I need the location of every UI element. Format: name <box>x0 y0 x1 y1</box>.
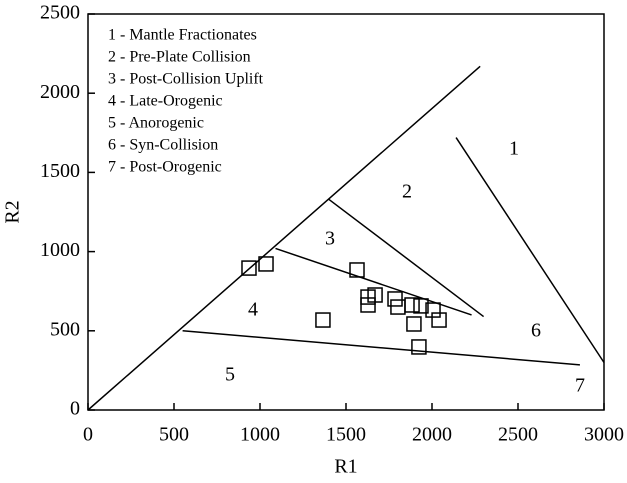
point <box>387 291 403 307</box>
legend-item: 1 - Mantle Fractionates <box>108 27 257 44</box>
region-label: 4 <box>248 299 258 321</box>
region-label: 2 <box>402 181 412 203</box>
y-tick-label: 2500 <box>40 2 80 24</box>
boundary-line <box>182 330 580 366</box>
point <box>404 297 420 313</box>
boundary-line <box>87 65 481 411</box>
legend-item: 6 - Syn-Collision <box>108 137 218 154</box>
point <box>349 262 365 278</box>
y-tick-label: 500 <box>50 318 80 340</box>
point <box>390 299 406 315</box>
x-tick-label: 1500 <box>326 424 366 446</box>
x-tick-label: 3000 <box>584 424 624 446</box>
region-label: 7 <box>575 375 585 397</box>
x-tick-label: 2500 <box>498 424 538 446</box>
point <box>413 298 429 314</box>
x-tick-label: 500 <box>159 424 189 446</box>
y-tick-label: 0 <box>70 398 80 420</box>
y-tick-label: 1500 <box>40 160 80 182</box>
point <box>406 316 422 332</box>
region-label: 6 <box>531 320 541 342</box>
x-tick-label: 1000 <box>240 424 280 446</box>
point <box>241 260 257 276</box>
y-tick-label: 1000 <box>40 239 80 261</box>
legend-item: 5 - Anorogenic <box>108 115 204 132</box>
point <box>360 297 376 313</box>
y-tick-label: 2000 <box>40 81 80 103</box>
point <box>315 312 331 328</box>
point <box>411 339 427 355</box>
boundary-line <box>275 247 472 316</box>
legend-item: 4 - Late-Orogenic <box>108 93 223 110</box>
x-tick-label: 2000 <box>412 424 452 446</box>
x-tick-label: 0 <box>83 424 93 446</box>
point <box>258 256 274 272</box>
x-axis-label: R1 <box>334 456 357 478</box>
region-label: 5 <box>225 364 235 386</box>
boundary-line <box>455 137 605 363</box>
region-label: 3 <box>325 228 335 250</box>
boundary-line <box>328 198 485 318</box>
legend-item: 7 - Post-Orogenic <box>108 159 222 176</box>
legend-item: 3 - Post-Collision Uplift <box>108 71 264 88</box>
y-axis-label: R2 <box>2 200 24 223</box>
point <box>431 312 447 328</box>
region-label: 1 <box>509 138 519 160</box>
point <box>425 302 441 318</box>
legend-item: 2 - Pre-Plate Collision <box>108 49 251 66</box>
